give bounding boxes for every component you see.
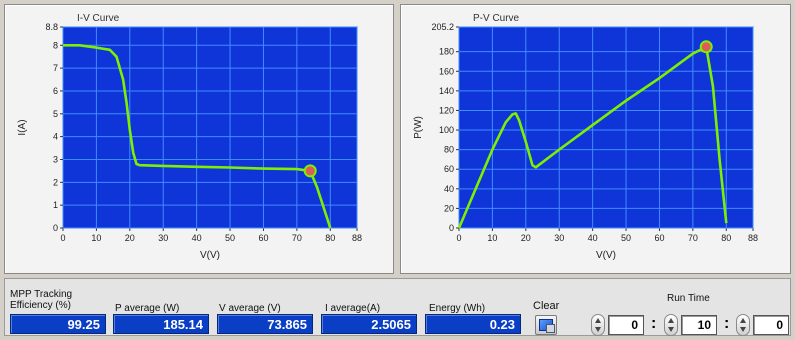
- pv-chart-title: P-V Curve: [473, 13, 520, 24]
- minutes-field[interactable]: 10: [681, 315, 717, 335]
- pv-x-tick-label: 88: [748, 233, 758, 243]
- pv-y-tick-label: 60: [444, 164, 454, 174]
- iv-x-tick-label: 20: [125, 233, 135, 243]
- time-separator: :: [724, 315, 730, 332]
- i-average-value: 2.5065: [321, 314, 417, 334]
- seconds-spinner[interactable]: [736, 314, 750, 336]
- iv-x-tick-label: 0: [60, 233, 65, 243]
- pv-y-axis-label: P(W): [413, 116, 424, 139]
- iv-y-tick-label: 1: [53, 200, 58, 210]
- v-average-value: 73.865: [217, 314, 313, 334]
- iv-y-tick-label: 6: [53, 86, 58, 96]
- p-average-label: P average (W): [115, 303, 180, 314]
- mpp-efficiency-value: 99.25: [10, 314, 106, 334]
- iv-y-tick-label: 5: [53, 109, 58, 119]
- i-average-label: I average(A): [325, 303, 381, 314]
- pv-curve-chart: P-V Curve 0 10 20 30 40 50 60 70 80 88 0 20 40 60 80 10…: [413, 13, 758, 261]
- iv-y-tick-label: 2: [53, 177, 58, 187]
- time-separator: :: [651, 315, 657, 332]
- iv-y-axis-label: I(A): [17, 119, 28, 135]
- clear-button[interactable]: [535, 315, 557, 335]
- iv-mpp-marker: [303, 164, 317, 178]
- iv-plot-area: [62, 26, 358, 229]
- iv-y-tick-label: 3: [53, 154, 58, 164]
- iv-x-tick-label: 60: [258, 233, 268, 243]
- pv-y-tick-label: 0: [449, 223, 454, 233]
- pv-x-tick-label: 50: [621, 233, 631, 243]
- minutes-spinner[interactable]: [664, 314, 678, 336]
- pv-x-tick-label: 40: [588, 233, 598, 243]
- pv-x-tick-label: 0: [456, 233, 461, 243]
- pv-y-tick-label: 80: [444, 145, 454, 155]
- iv-x-tick-label: 50: [225, 233, 235, 243]
- energy-value: 0.23: [425, 314, 521, 334]
- iv-x-tick-label: 70: [292, 233, 302, 243]
- pv-x-tick-label: 10: [487, 233, 497, 243]
- indicator-mpp-efficiency: MPP Tracking Efficiency (%): [10, 289, 106, 311]
- seconds-field[interactable]: 0: [753, 315, 789, 335]
- pv-y-tick-label: 205.2: [431, 22, 454, 32]
- iv-x-axis-label: V(V): [200, 250, 220, 261]
- pv-x-tick-label: 70: [688, 233, 698, 243]
- pv-mpp-marker: [699, 40, 713, 54]
- energy-label: Energy (Wh): [429, 303, 486, 314]
- iv-x-tick-label: 30: [158, 233, 168, 243]
- clear-icon: [539, 319, 555, 333]
- pv-curve-panel: P-V Curve 0 10 20 30 40 50 60 70 80 88 0 20 40 60 80 10…: [400, 4, 791, 274]
- p-average-value: 185.14: [113, 314, 209, 334]
- indicator-label: MPP Tracking Efficiency (%): [10, 289, 73, 311]
- indicator-bar: MPP Tracking Efficiency (%) 99.25 P aver…: [4, 278, 791, 336]
- pv-x-tick-label: 30: [554, 233, 564, 243]
- hours-field[interactable]: 0: [608, 315, 644, 335]
- run-time-label: Run Time: [667, 293, 710, 304]
- pv-y-tick-label: 100: [439, 125, 454, 135]
- iv-y-tick-label: 7: [53, 63, 58, 73]
- pv-x-tick-label: 20: [521, 233, 531, 243]
- iv-y-tick-label: 4: [53, 132, 58, 142]
- pv-x-tick-label: 60: [654, 233, 664, 243]
- iv-curve-panel: I-V Curve 0 10 20 30 40 50 60 70 80 88 0 1 2 3 4 5 6 7 8 8.…: [4, 4, 394, 274]
- pv-y-tick-label: 40: [444, 184, 454, 194]
- pv-y-tick-label: 160: [439, 66, 454, 76]
- iv-x-tick-label: 88: [352, 233, 362, 243]
- iv-x-tick-label: 80: [325, 233, 335, 243]
- iv-x-tick-label: 10: [91, 233, 101, 243]
- iv-curve-chart: I-V Curve 0 10 20 30 40 50 60 70 80 88 0 1 2 3 4 5 6 7 8 8.…: [17, 13, 362, 261]
- pv-x-tick-label: 80: [721, 233, 731, 243]
- iv-y-tick-label: 0: [53, 223, 58, 233]
- pv-x-axis-label: V(V): [596, 250, 616, 261]
- iv-y-tick-label: 8: [53, 40, 58, 50]
- pv-y-tick-label: 120: [439, 105, 454, 115]
- iv-chart-title: I-V Curve: [77, 13, 120, 24]
- iv-y-tick-label: 8.8: [45, 22, 58, 32]
- pv-y-tick-label: 140: [439, 86, 454, 96]
- pv-y-tick-label: 20: [444, 203, 454, 213]
- hours-spinner[interactable]: [591, 314, 605, 336]
- pv-y-tick-label: 180: [439, 47, 454, 57]
- clear-label: Clear: [533, 300, 560, 312]
- iv-x-tick-label: 40: [192, 233, 202, 243]
- v-average-label: V average (V): [219, 303, 281, 314]
